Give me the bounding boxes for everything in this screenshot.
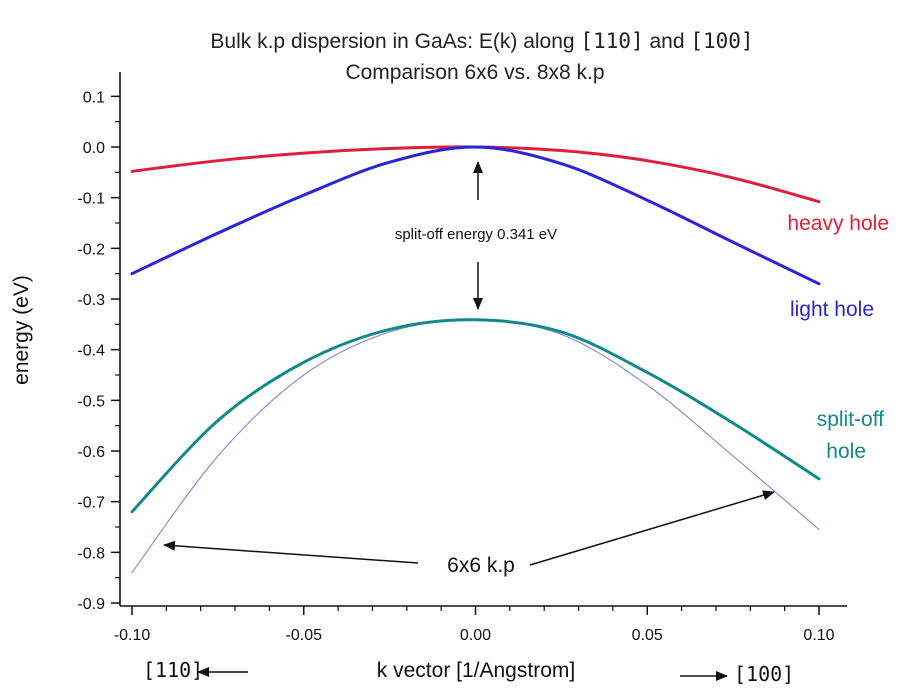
x-axis-title: k vector [1/Angstrom] xyxy=(377,659,575,682)
six-by-six-split-off-curve xyxy=(131,319,820,574)
y-tick-label: -0.9 xyxy=(77,596,105,613)
light-hole-curve xyxy=(130,145,821,286)
six-by-six-annotation: 6x6 k.p xyxy=(447,554,515,577)
label-heavy-hole: heavy hole xyxy=(787,212,889,235)
y-tick-label: -0.3 xyxy=(77,292,105,309)
y-tick-label: -0.2 xyxy=(77,241,105,258)
x-tick-label: -0.05 xyxy=(286,627,323,644)
split-off-annotation: split-off energy 0.341 eV xyxy=(395,226,557,243)
heavy-hole-curve xyxy=(130,145,821,204)
direction-100-label: [100] xyxy=(734,662,794,686)
y-axis-title: energy (eV) xyxy=(10,275,33,385)
label-light-hole: light hole xyxy=(790,298,874,321)
six-by-six-arrow-left xyxy=(163,540,419,564)
ticks: -0.10 -0.05 0.00 0.05 0.10 0.1 0.0 -0.1 -0.2 -0.3… xyxy=(77,89,834,644)
direction-110-label: [110] xyxy=(143,658,203,682)
chart-title-line1: Bulk k.p dispersion in GaAs: E(k) along … xyxy=(210,29,753,53)
series-group xyxy=(130,145,821,574)
y-tick-label: -0.6 xyxy=(77,444,105,461)
y-tick-label: 0.0 xyxy=(83,140,105,157)
label-split-off-hole: split-off xyxy=(817,408,884,431)
chart-title-line2: Comparison 6x6 vs. 8x8 k.p xyxy=(345,61,604,84)
label-split-off-hole-2: hole xyxy=(826,440,866,463)
x-tick-label: 0.05 xyxy=(632,627,663,644)
y-tick-label: -0.4 xyxy=(77,343,105,360)
split-off-hole-curve xyxy=(130,318,821,514)
x-tick-label: 0.10 xyxy=(803,627,834,644)
y-tick-label: -0.5 xyxy=(77,393,105,410)
six-by-six-arrow-right xyxy=(529,490,775,566)
x-tick-label: 0.00 xyxy=(460,627,491,644)
x-tick-label: -0.10 xyxy=(114,627,151,644)
axes: -0.10 -0.05 0.00 0.05 0.10 0.1 0.0 -0.1 -0.2 -0.3… xyxy=(77,72,847,644)
y-tick-label: -0.8 xyxy=(77,545,105,562)
y-tick-label: -0.7 xyxy=(77,495,105,512)
y-tick-label: -0.1 xyxy=(77,191,105,208)
y-tick-label: 0.1 xyxy=(83,89,105,106)
